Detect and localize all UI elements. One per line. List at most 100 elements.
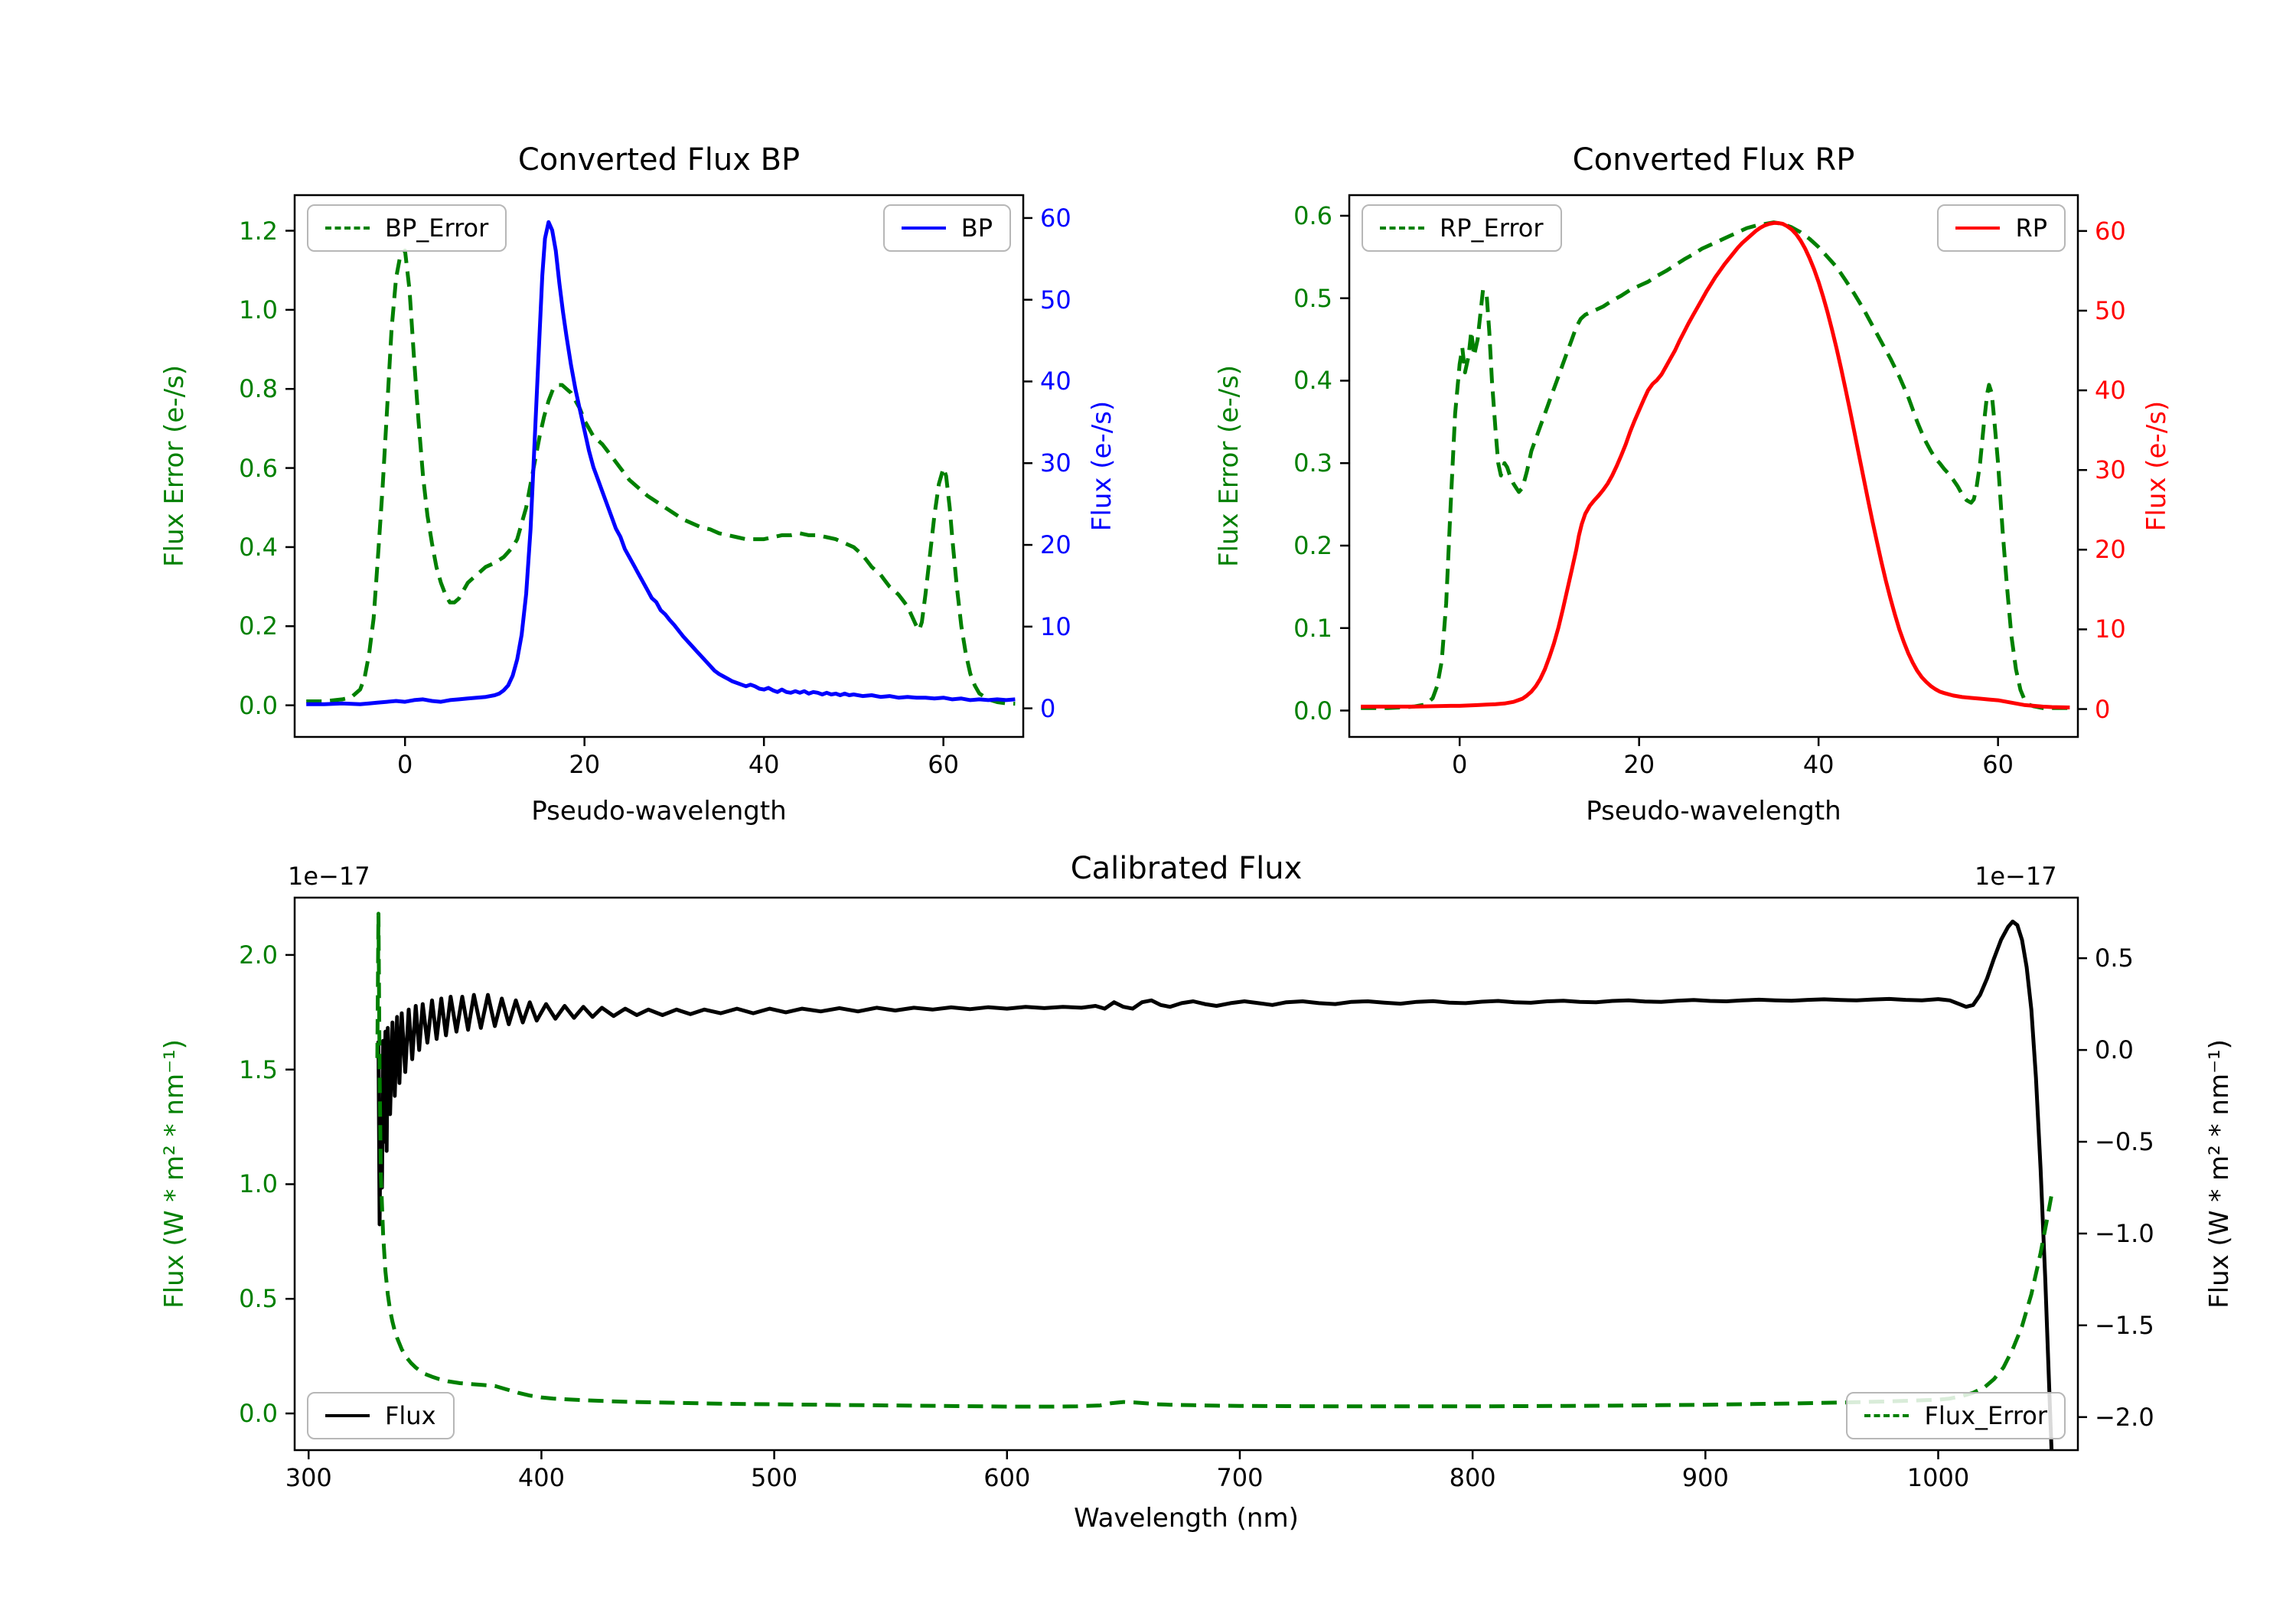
cal-yleft-tick-label: 1.0 [239,1169,278,1199]
cal-yright-tick-label: 0.0 [2095,1035,2134,1065]
rp-yleft-tick-label: 0.6 [1293,200,1332,230]
rp-axes-frame [1348,194,2079,738]
bp-yright-tick-label: 10 [1040,611,1071,641]
flux-legend-label: Flux [385,1401,436,1430]
flux-legend: Flux [307,1392,455,1439]
bp-legend-line [901,227,946,230]
bp-legend: BP [882,204,1011,252]
rp-ylabel-right: Flux (e-/s) [2141,400,2172,532]
bp-ylabel-left: Flux Error (e-/s) [159,364,190,568]
bp-line [306,220,1016,706]
cal-ylabel-right: Flux (W * m² * nm⁻¹) [2204,1039,2235,1309]
cal-offset-left: 1e−17 [288,862,370,891]
rp-x-tick-label: 40 [1802,750,1835,779]
cal-yright-tick-label: −0.5 [2095,1127,2154,1157]
rp-legend-line [1955,227,2001,230]
rp-x-tick-label: 0 [1452,750,1468,779]
flux-error-legend-line [1864,1414,1910,1417]
cal-yright-tick-label: −1.0 [2095,1218,2154,1248]
rp-yleft-tick-label: 0.2 [1293,530,1332,560]
cal-xlabel: Wavelength (nm) [1074,1503,1299,1534]
cal-x-tick-label: 600 [983,1463,1031,1492]
bp-error-legend-label: BP_Error [385,214,489,243]
bp-error-legend: BP_Error [307,204,507,252]
bp-axes-frame [293,194,1025,738]
bp-yright-tick-label: 20 [1040,530,1071,560]
bp-yright-tick-label: 60 [1040,203,1071,233]
rp-subplot: RP_Error RP 0 20 40 60 0.0 0.1 0.2 0.3 0.4 0.5 0.6… [1293,194,2126,777]
rp-yleft-tick-label: 0.3 [1293,448,1332,478]
rp-x-tick-label: 20 [1623,750,1655,779]
cal-yleft-tick-label: 1.5 [239,1054,278,1084]
cal-x-tick-label: 900 [1681,1463,1729,1492]
bp-yright-tick-label: 50 [1040,285,1071,315]
rp-line [1361,220,2070,709]
cal-x-tick-label: 800 [1449,1463,1496,1492]
bp-title: Converted Flux BP [517,142,801,178]
rp-yright-tick-label: 10 [2095,614,2126,644]
bp-yleft-tick-label: 0.8 [239,374,278,404]
cal-yleft-tick-label: 0.5 [239,1284,278,1314]
rp-ylabel-left: Flux Error (e-/s) [1214,364,1244,568]
flux-legend-line [325,1414,370,1417]
rp-yleft-tick-label: 0.1 [1293,613,1332,643]
rp-error-legend-label: RP_Error [1440,214,1544,243]
cal-yleft-tick-label: 2.0 [239,940,278,970]
bp-yleft-tick-label: 0.4 [239,532,278,562]
calibrated-flux-subplot: Flux Flux_Error 300 400 500 600 700 800 900 100… [239,896,2154,1490]
cal-plot-canvas [285,896,2087,1459]
rp_error-line [1361,220,2070,710]
bp-xlabel: Pseudo-wavelength [531,796,787,826]
cal-yright-tick-label: −1.5 [2095,1310,2154,1340]
rp-legend: RP [1937,204,2066,252]
flux-error-legend: Flux_Error [1846,1392,2066,1439]
cal-offset-right: 1e−17 [1975,862,2057,891]
cal-ylabel-left: Flux (W * m² * nm⁻¹) [159,1039,190,1309]
rp-yleft-tick-label: 0.5 [1293,283,1332,313]
bp-yright-tick-label: 40 [1040,367,1071,396]
cal-title: Calibrated Flux [1070,851,1303,886]
cal-x-tick-label: 1000 [1906,1463,1970,1492]
bp-yleft-tick-label: 1.0 [239,295,278,324]
bp-error-legend-line [325,227,370,230]
cal-axes-frame [293,896,2079,1452]
flux-error-legend-label: Flux_Error [1924,1401,2047,1430]
rp-plot-canvas [1340,194,2087,746]
cal-yright-tick-label: −2.0 [2095,1402,2154,1432]
bp-x-tick-label: 20 [569,750,601,779]
bp-yleft-tick-label: 0.2 [239,611,278,641]
bp-x-tick-label: 0 [397,750,413,779]
bp-plot-canvas [285,194,1032,746]
bp-yleft-tick-label: 0.0 [239,690,278,720]
flux-line [377,919,2054,1450]
cal-x-tick-label: 300 [285,1463,332,1492]
cal-yleft-tick-label: 0.0 [239,1399,278,1429]
rp-yright-tick-label: 20 [2095,535,2126,565]
cal-x-tick-label: 500 [751,1463,798,1492]
bp-x-tick-label: 60 [928,750,959,779]
rp-yright-tick-label: 60 [2095,216,2126,246]
rp-yleft-tick-label: 0.0 [1293,696,1332,725]
bp-subplot: BP_Error BP 0 20 40 60 0.0 0.2 0.4 0.6 0.8 1.0 1.2… [239,194,1071,777]
bp-ylabel-right: Flux (e-/s) [1087,400,1117,532]
bp-legend-label: BP [960,214,993,243]
bp-yright-tick-label: 30 [1040,448,1071,478]
cal-x-tick-label: 400 [517,1463,565,1492]
cal-x-tick-label: 700 [1216,1463,1264,1492]
rp-yleft-tick-label: 0.4 [1293,366,1332,396]
rp-legend-label: RP [2015,214,2047,243]
rp-error-legend-line [1380,227,1424,230]
rp-x-tick-label: 60 [1982,750,2014,779]
rp-xlabel: Pseudo-wavelength [1586,796,1841,826]
bp-x-tick-label: 40 [748,750,780,779]
cal-yright-tick-label: 0.5 [2095,944,2134,973]
bp-yleft-tick-label: 0.6 [239,453,278,483]
rp-error-legend: RP_Error [1362,204,1562,252]
bp-yright-tick-label: 0 [1040,693,1056,723]
bp-yleft-tick-label: 1.2 [239,216,278,246]
rp-yright-tick-label: 50 [2095,295,2126,325]
rp-yright-tick-label: 40 [2095,376,2126,406]
flux_error-line [375,911,2054,1409]
bp_error-line [306,248,1016,706]
